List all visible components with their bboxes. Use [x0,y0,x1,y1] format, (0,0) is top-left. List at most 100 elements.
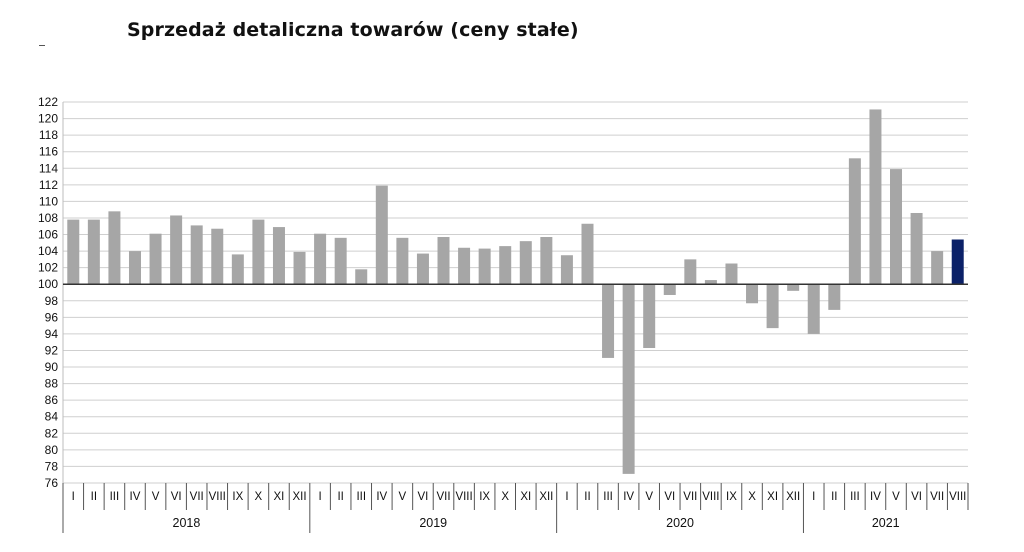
bar [519,241,532,285]
month-label: VI [418,491,429,503]
bar [252,219,265,285]
y-tick-label: 78 [45,459,59,473]
bar [314,233,327,285]
month-label: VII [190,491,204,503]
month-label: VII [683,491,697,503]
month-label: II [91,491,97,503]
bar [643,284,656,348]
y-tick-label: 96 [45,310,59,324]
y-tick-label: 90 [45,360,59,374]
month-label: XI [274,491,285,503]
y-tick-label: 118 [39,128,58,142]
year-label: 2019 [419,516,447,530]
month-label: I [72,491,75,503]
month-label: IX [232,491,243,503]
month-label: IX [726,491,737,503]
bar [869,109,882,285]
month-label: V [645,491,653,503]
bar [890,169,903,285]
month-label: X [255,491,263,503]
bar [355,269,368,285]
month-label: II [584,491,590,503]
month-label: IV [870,491,881,503]
year-label: 2020 [666,516,694,530]
bar [67,219,80,285]
month-label: V [399,491,407,503]
y-tick-label: 92 [45,343,59,357]
bar [190,225,203,285]
bar [581,223,594,285]
month-label: V [152,491,160,503]
bar [375,185,388,285]
month-label: X [748,491,756,503]
bar [128,251,141,285]
month-label: III [850,491,860,503]
month-label: XII [786,491,800,503]
month-label: I [812,491,815,503]
y-tick-label: 94 [45,327,59,341]
month-label: VII [436,491,450,503]
bar [828,284,841,310]
y-tick-label: 114 [39,161,58,175]
bar [684,259,697,285]
y-tick-label: 108 [38,211,58,225]
month-label: IV [623,491,634,503]
year-label: 2021 [872,516,900,530]
month-label: XII [539,491,553,503]
bar [170,215,183,285]
bar [766,284,779,329]
bar [622,284,635,474]
bar [293,251,306,285]
month-label: VI [171,491,182,503]
bar [211,228,224,285]
month-label: V [892,491,900,503]
bar [272,227,285,285]
y-tick-label: 82 [45,426,59,440]
y-tick-label: 104 [38,244,58,258]
bar [807,284,820,334]
bar [602,284,615,358]
bar [499,246,512,285]
bar [540,237,553,285]
bar [334,237,347,285]
y-tick-label: 112 [39,178,58,192]
chart-title: Sprzedaż detaliczna towarów (ceny stałe) [127,19,579,41]
month-label: III [603,491,613,503]
corner-dash [39,45,45,46]
bar [87,219,100,285]
month-label: VII [930,491,944,503]
bar [704,280,717,285]
y-tick-label: 106 [38,228,58,242]
month-label: VI [911,491,922,503]
y-tick-label: 76 [45,476,59,490]
y-tick-label: 120 [38,112,58,126]
bar [848,158,861,285]
month-label: IV [130,491,141,503]
bar [108,211,121,285]
bar [396,237,409,285]
month-label: VIII [949,491,966,503]
month-label: VIII [702,491,719,503]
month-label: I [565,491,568,503]
y-tick-label: 80 [45,443,59,457]
bar-highlight [951,239,964,285]
bar [663,284,676,295]
y-tick-label: 84 [45,410,59,424]
bar [560,255,573,285]
month-label: VIII [455,491,472,503]
y-tick-label: 100 [38,277,58,291]
bar [437,237,450,285]
month-label: III [356,491,366,503]
month-label: I [319,491,322,503]
bar [231,254,244,285]
bar [149,233,162,285]
month-label: VI [664,491,675,503]
bar [746,284,759,304]
y-tick-label: 86 [45,393,59,407]
bar [910,212,923,285]
month-label: IV [376,491,387,503]
month-label: IX [479,491,490,503]
month-label: X [501,491,509,503]
month-label: XII [293,491,307,503]
